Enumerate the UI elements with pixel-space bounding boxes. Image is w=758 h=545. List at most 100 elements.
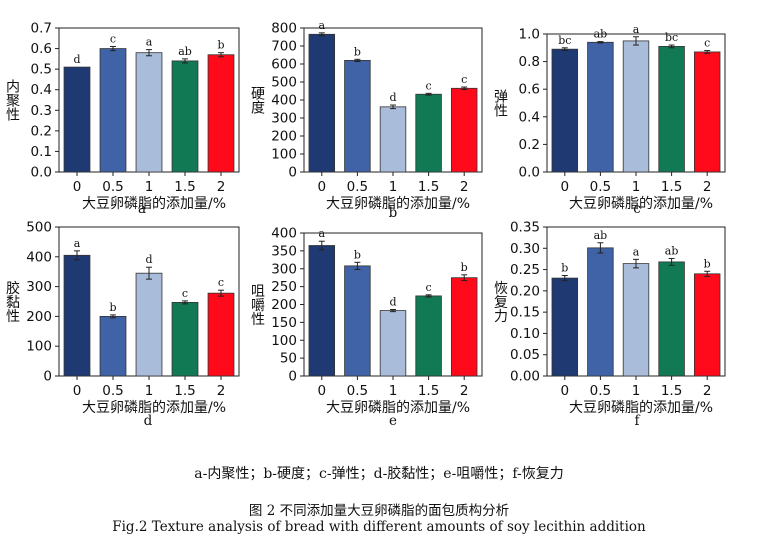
- x-tick-label-e-4: 2: [460, 383, 469, 399]
- y-tick-label-c-4: 0.8: [519, 54, 540, 70]
- bar-d-1.5: [171, 301, 199, 377]
- y-tick-label-e-3: 150: [271, 315, 297, 331]
- figure-panels: 0.00.10.20.30.40.50.60.7内聚性d0c0.5a1ab1.5…: [4, 19, 726, 429]
- figure-title-en: Fig.2 Texture analysis of bread with dif…: [112, 519, 646, 535]
- x-tick-label-a-4: 2: [217, 179, 226, 195]
- y-tick-label-a-0: 0.0: [31, 165, 52, 181]
- y-tick-label-f-1: 0.05: [510, 347, 540, 363]
- bar-a-1.5: [171, 60, 199, 173]
- bar-b-0: [308, 33, 336, 173]
- y-tick-label-d-0: 0: [43, 369, 52, 385]
- y-tick-label-f-5: 0.25: [510, 262, 540, 278]
- significance-letter-d-2: d: [145, 253, 152, 266]
- y-tick-label-b-6: 600: [271, 57, 297, 73]
- significance-letter-d-0: a: [74, 237, 81, 250]
- x-axis-label-a: 大豆卵磷脂的添加量/%: [82, 196, 226, 212]
- significance-letter-c-0: bc: [558, 34, 571, 47]
- significance-letter-c-2: a: [633, 23, 640, 36]
- bar-c-1.5: [658, 46, 685, 173]
- bar-f-1: [622, 263, 650, 377]
- y-tick-label-b-3: 300: [271, 111, 297, 127]
- y-tick-label-a-5: 0.5: [31, 62, 52, 78]
- significance-letter-f-0: b: [561, 262, 568, 275]
- y-tick-label-f-7: 0.35: [510, 220, 540, 236]
- y-tick-label-b-5: 500: [271, 75, 297, 91]
- y-axis-label-e: 咀嚼性: [249, 284, 265, 326]
- bar-f-1.5: [658, 261, 685, 377]
- significance-letter-f-1: ab: [594, 229, 608, 242]
- x-tick-label-d-1: 0.5: [102, 383, 123, 399]
- bar-d-0: [63, 254, 91, 377]
- y-tick-label-f-4: 0.20: [510, 283, 540, 299]
- significance-letter-b-3: c: [426, 79, 432, 92]
- bar-a-1: [135, 52, 163, 173]
- bar-e-1.5: [415, 295, 442, 377]
- x-tick-label-c-2: 1: [632, 179, 641, 195]
- significance-letter-a-3: ab: [178, 45, 192, 58]
- significance-letter-e-3: c: [426, 281, 432, 294]
- y-tick-label-b-2: 200: [271, 129, 297, 145]
- significance-letter-e-2: d: [389, 296, 396, 309]
- y-tick-label-e-8: 400: [271, 226, 297, 242]
- y-tick-label-c-1: 0.2: [519, 137, 540, 153]
- y-tick-label-c-3: 0.6: [519, 82, 540, 98]
- y-tick-label-b-8: 800: [271, 21, 297, 37]
- x-tick-label-f-1: 0.5: [590, 383, 611, 399]
- bar-f-2: [693, 273, 721, 377]
- x-tick-label-a-2: 1: [145, 179, 154, 195]
- bar-a-0: [63, 66, 91, 173]
- y-tick-label-b-7: 700: [271, 39, 297, 55]
- significance-letter-d-4: c: [218, 276, 224, 289]
- panel-label-a: a: [138, 201, 146, 217]
- y-tick-label-f-0: 0.00: [510, 369, 540, 385]
- bar-a-0.5: [99, 48, 127, 173]
- significance-letter-b-4: c: [461, 73, 467, 86]
- x-tick-label-d-0: 0: [73, 383, 82, 399]
- y-tick-label-e-7: 350: [271, 243, 297, 259]
- bar-e-0: [308, 245, 336, 377]
- significance-letter-e-4: b: [461, 261, 468, 274]
- y-tick-label-b-4: 400: [271, 93, 297, 109]
- significance-letter-d-3: c: [182, 287, 188, 300]
- bar-d-0.5: [99, 315, 127, 377]
- bar-c-1: [622, 40, 650, 173]
- significance-letter-c-4: c: [704, 37, 710, 50]
- bar-f-0.5: [587, 247, 614, 377]
- y-tick-label-e-5: 250: [271, 279, 297, 295]
- x-tick-label-b-0: 0: [318, 179, 327, 195]
- x-tick-label-d-3: 1.5: [174, 383, 195, 399]
- y-tick-label-b-1: 100: [271, 147, 297, 163]
- significance-letter-f-3: ab: [665, 245, 679, 258]
- bar-c-2: [693, 51, 721, 173]
- x-axis-label-b: 大豆卵磷脂的添加量/%: [326, 196, 470, 212]
- x-tick-label-c-0: 0: [561, 179, 570, 195]
- x-tick-label-a-0: 0: [73, 179, 82, 195]
- y-tick-label-a-7: 0.7: [31, 21, 52, 37]
- y-axis-label-f: 恢复力: [492, 281, 508, 324]
- significance-letter-f-4: b: [704, 257, 711, 270]
- y-tick-label-e-0: 0: [288, 369, 297, 385]
- significance-letter-a-2: a: [146, 36, 153, 49]
- y-axis-label-c: 弹性: [492, 89, 508, 117]
- bar-b-1.5: [415, 93, 442, 173]
- significance-letter-d-1: b: [109, 301, 116, 314]
- y-tick-label-e-6: 300: [271, 261, 297, 277]
- panel-legend-line: a-内聚性；b-硬度；c-弹性；d-胶黏性；e-咀嚼性；f-恢复力: [194, 466, 564, 482]
- y-tick-label-d-4: 400: [26, 249, 52, 265]
- x-tick-label-f-2: 1: [632, 383, 641, 399]
- significance-letter-e-0: a: [319, 227, 326, 240]
- y-tick-label-d-3: 300: [26, 279, 52, 295]
- figure-title-cn: 图 2 不同添加量大豆卵磷脂的面包质构分析: [248, 503, 510, 519]
- bar-c-0: [551, 48, 579, 173]
- panel-label-f: f: [635, 413, 641, 429]
- y-tick-label-e-4: 200: [271, 297, 297, 313]
- panel-label-e: e: [389, 413, 397, 429]
- x-tick-label-f-0: 0: [561, 383, 570, 399]
- x-tick-label-b-1: 0.5: [347, 179, 368, 195]
- bar-d-2: [207, 292, 235, 377]
- x-tick-label-b-3: 1.5: [418, 179, 439, 195]
- panel-label-d: d: [144, 413, 153, 429]
- bar-e-1: [379, 310, 407, 377]
- y-tick-label-b-0: 0: [288, 165, 297, 181]
- x-tick-label-f-3: 1.5: [661, 383, 682, 399]
